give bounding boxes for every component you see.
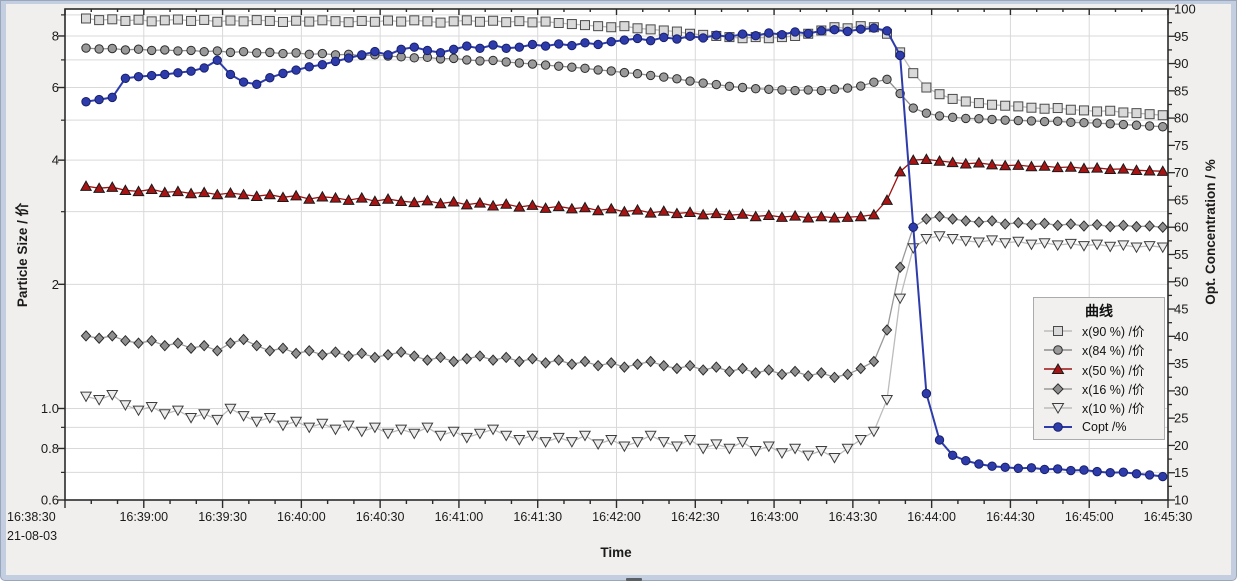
- svg-text:75: 75: [1174, 138, 1188, 153]
- legend-item-x10: x(10 %) /价: [1034, 398, 1164, 417]
- y-axis-title-left: Particle Size / 价: [15, 202, 30, 307]
- x-axis-title: Time: [600, 545, 632, 560]
- legend-item-copt: Copt /%: [1034, 418, 1164, 437]
- y-axis-title-right: Opt. Concentration / %: [1203, 159, 1218, 305]
- legend-item-x90: x(90 %) /价: [1034, 321, 1164, 340]
- svg-text:80: 80: [1174, 111, 1188, 126]
- svg-text:90: 90: [1174, 56, 1188, 71]
- x50-marker-icon: [1044, 363, 1072, 375]
- svg-text:16:44:00: 16:44:00: [907, 510, 956, 524]
- svg-text:16:45:30: 16:45:30: [1144, 510, 1193, 524]
- svg-text:6: 6: [52, 80, 59, 95]
- svg-text:25: 25: [1174, 411, 1188, 426]
- svg-text:95: 95: [1174, 29, 1188, 44]
- x-axis-date-label: 21-08-03: [7, 529, 57, 543]
- svg-text:30: 30: [1174, 383, 1188, 398]
- svg-text:16:42:30: 16:42:30: [671, 510, 720, 524]
- svg-text:20: 20: [1174, 438, 1188, 453]
- svg-text:15: 15: [1174, 465, 1188, 480]
- svg-text:100: 100: [1174, 4, 1196, 17]
- svg-text:16:41:00: 16:41:00: [435, 510, 484, 524]
- svg-text:16:44:30: 16:44:30: [986, 510, 1035, 524]
- x16-marker-icon: [1044, 382, 1072, 395]
- svg-text:0.8: 0.8: [41, 441, 59, 456]
- svg-text:8: 8: [52, 28, 59, 43]
- legend: 曲线 x(90 %) /价 x(84 %) /价: [1033, 297, 1165, 440]
- svg-text:65: 65: [1174, 192, 1188, 207]
- svg-text:16:40:30: 16:40:30: [356, 510, 405, 524]
- svg-text:1.0: 1.0: [41, 401, 59, 416]
- svg-text:40: 40: [1174, 329, 1188, 344]
- legend-item-x50: x(50 %) /价: [1034, 360, 1164, 379]
- x10-marker-icon: [1044, 402, 1072, 414]
- x84-marker-icon: [1044, 345, 1072, 355]
- svg-text:50: 50: [1174, 274, 1188, 289]
- svg-text:0.6: 0.6: [41, 493, 59, 508]
- svg-text:16:45:00: 16:45:00: [1065, 510, 1114, 524]
- svg-text:16:38:30: 16:38:30: [7, 510, 56, 524]
- svg-text:16:39:30: 16:39:30: [198, 510, 247, 524]
- svg-text:85: 85: [1174, 83, 1188, 98]
- svg-text:16:43:00: 16:43:00: [750, 510, 799, 524]
- legend-title: 曲线: [1085, 303, 1113, 319]
- window-resize-grip[interactable]: [626, 578, 642, 581]
- legend-item-x84: x(84 %) /价: [1034, 340, 1164, 359]
- svg-text:70: 70: [1174, 165, 1188, 180]
- svg-text:16:39:00: 16:39:00: [119, 510, 168, 524]
- svg-text:16:42:00: 16:42:00: [592, 510, 641, 524]
- copt-marker-icon: [1044, 422, 1072, 433]
- svg-text:35: 35: [1174, 356, 1188, 371]
- svg-text:60: 60: [1174, 220, 1188, 235]
- svg-text:4: 4: [52, 153, 59, 168]
- legend-item-x16: x(16 %) /价: [1034, 379, 1164, 398]
- svg-text:16:41:30: 16:41:30: [513, 510, 562, 524]
- x90-marker-icon: [1044, 325, 1072, 336]
- particle-size-trend-chart: Particle Size / 价 Opt. Concentration / %…: [7, 4, 1218, 560]
- svg-text:45: 45: [1174, 302, 1188, 317]
- svg-text:55: 55: [1174, 247, 1188, 262]
- svg-text:16:43:30: 16:43:30: [829, 510, 878, 524]
- svg-text:10: 10: [1174, 493, 1188, 508]
- chart-panel: Particle Size / 价 Opt. Concentration / %…: [6, 4, 1231, 581]
- svg-text:2: 2: [52, 277, 59, 292]
- svg-text:16:40:00: 16:40:00: [277, 510, 326, 524]
